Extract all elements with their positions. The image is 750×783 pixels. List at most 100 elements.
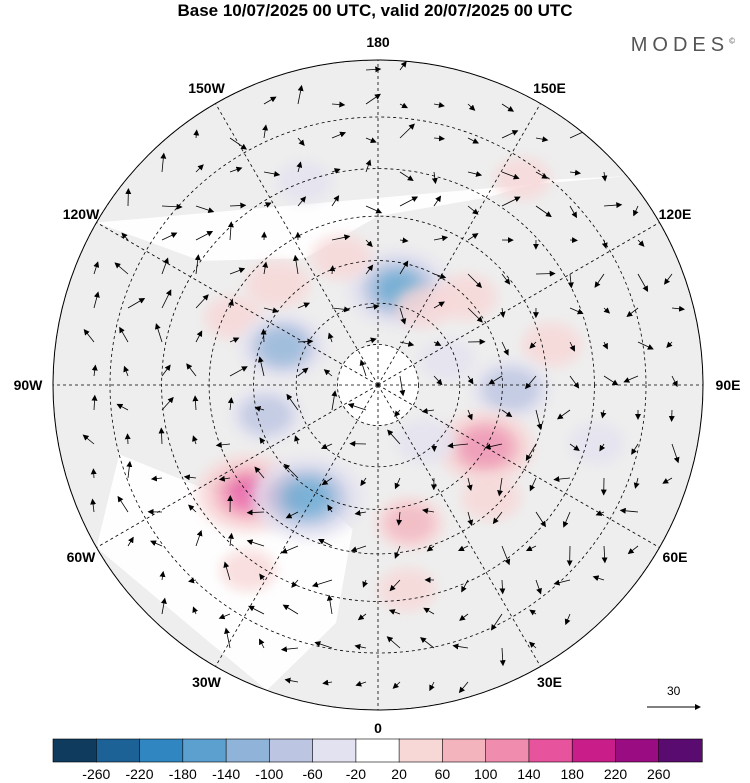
positive-anomaly <box>377 567 436 612</box>
colorbar-swatch <box>355 738 400 763</box>
positive-anomaly <box>521 322 582 368</box>
reference-vector-label: 30 <box>667 684 681 698</box>
wind-arrow <box>161 203 183 210</box>
colorbar-swatch <box>615 738 660 763</box>
negative-anomaly <box>230 388 303 442</box>
colorbar-swatch <box>139 738 184 763</box>
wind-arrow <box>467 137 479 144</box>
wind-arrow <box>259 437 266 445</box>
colorbar-tick-label: -220 <box>125 766 154 782</box>
wind-arrow <box>602 341 608 350</box>
wind-arrow <box>263 202 272 208</box>
wind-arrow <box>535 511 546 528</box>
graticule <box>53 60 703 710</box>
wind-arrow <box>161 257 169 275</box>
longitude-label: 150W <box>188 80 225 96</box>
wind-arrow <box>331 234 351 241</box>
wind-arrow <box>399 196 419 207</box>
wind-arrow <box>223 561 231 581</box>
ocean-region <box>96 176 627 261</box>
wind-arrow <box>497 477 504 497</box>
meridian-line <box>215 384 379 667</box>
wind-arrow <box>195 164 204 173</box>
wind-arrow <box>322 679 333 686</box>
wind-arrow <box>429 681 435 692</box>
wind-arrow <box>365 337 377 344</box>
longitude-label: 150E <box>533 80 566 96</box>
wind-arrow <box>283 463 299 479</box>
wind-arrow <box>161 396 174 411</box>
wind-arrow <box>227 221 234 241</box>
wind-arrow <box>218 475 231 482</box>
wind-arrow <box>161 232 178 241</box>
wind-arrow <box>529 609 537 616</box>
wind-arrow <box>535 171 548 179</box>
wind-arrow <box>281 545 299 554</box>
wind-arrow <box>399 123 415 139</box>
wind-arrow <box>664 273 673 285</box>
meridian-line <box>96 384 379 548</box>
wind-arrow <box>452 643 469 650</box>
colorbar-swatch <box>225 738 271 763</box>
wind-arrow <box>365 93 381 105</box>
wind-arrow <box>396 511 403 526</box>
negative-anomaly <box>568 422 625 465</box>
latitude-circle <box>253 260 503 510</box>
wind-arrow <box>595 510 605 516</box>
latitude-circle <box>109 116 647 654</box>
wind-arrow <box>525 545 537 551</box>
wind-arrow <box>365 66 382 73</box>
wind-arrow <box>359 359 367 377</box>
brand-name: MODES <box>630 34 730 56</box>
wind-arrow <box>93 291 100 309</box>
wind-arrow <box>501 171 520 180</box>
wind-arrow <box>529 477 537 492</box>
wind-arrow <box>127 297 146 309</box>
longitude-label: 90W <box>13 377 43 393</box>
wind-arrow <box>525 443 537 462</box>
wind-arrow <box>535 136 549 143</box>
wind-arrow <box>433 102 445 108</box>
wind-arrow <box>227 397 234 411</box>
wind-arrow <box>263 96 277 105</box>
wind-arrow <box>467 375 474 385</box>
wind-arrow <box>601 239 608 249</box>
wind-arrow <box>467 307 483 323</box>
colorbar-tick-label: 60 <box>434 766 451 782</box>
wind-arrow <box>626 307 639 318</box>
wind-arrow <box>603 375 619 386</box>
colorbar-tick-label: 180 <box>560 766 584 782</box>
wind-arrow <box>297 84 304 105</box>
wind-arrow <box>569 169 581 176</box>
longitude-label: 120W <box>62 205 100 222</box>
wind-arrow <box>627 545 639 555</box>
wind-arrow <box>195 231 214 241</box>
wind-arrow <box>354 509 367 516</box>
wind-arrow <box>257 356 265 377</box>
wind-arrow <box>569 341 575 352</box>
wind-arrow <box>458 545 469 551</box>
wind-arrow <box>262 261 269 275</box>
wind-arrow <box>569 443 580 451</box>
longitude-label: 60E <box>662 548 688 565</box>
wind-arrow <box>318 538 333 547</box>
wind-arrow <box>320 443 333 450</box>
wind-arrow <box>331 195 340 207</box>
wind-arrow <box>192 606 199 615</box>
wind-arrow <box>331 390 338 411</box>
wind-arrow <box>461 579 469 593</box>
wind-arrow <box>399 60 407 71</box>
wind-arrow <box>150 475 163 482</box>
wind-arrow <box>426 545 435 552</box>
wind-arrow <box>331 168 341 174</box>
colorbar-tick-label: 20 <box>391 766 407 782</box>
wind-arrow <box>564 613 571 626</box>
wind-arrow <box>433 301 445 309</box>
wind-arrow <box>467 171 483 177</box>
wind-arrow <box>601 171 608 182</box>
colorbar <box>52 738 703 763</box>
negative-anomaly <box>419 338 476 381</box>
wind-arrow <box>354 643 367 650</box>
wind-arrow <box>603 202 623 209</box>
wind-arrow <box>499 307 506 318</box>
